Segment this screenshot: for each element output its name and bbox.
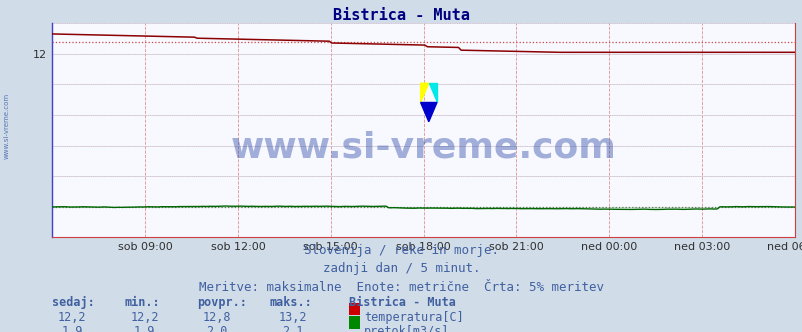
Text: min.:: min.: [124,296,160,309]
Text: 13,2: 13,2 [278,311,307,324]
Text: Bistrica - Muta: Bistrica - Muta [333,8,469,23]
Text: zadnji dan / 5 minut.: zadnji dan / 5 minut. [322,262,480,275]
Polygon shape [420,103,436,122]
Text: 12,2: 12,2 [130,311,159,324]
Text: Slovenija / reke in morje.: Slovenija / reke in morje. [304,244,498,257]
Text: maks.:: maks.: [269,296,311,309]
Text: www.si-vreme.com: www.si-vreme.com [230,130,616,164]
Text: sedaj:: sedaj: [52,296,95,309]
Polygon shape [428,83,436,103]
Text: www.si-vreme.com: www.si-vreme.com [3,93,10,159]
Text: Bistrica - Muta: Bistrica - Muta [349,296,456,309]
Text: 2,1: 2,1 [282,325,303,332]
Text: 1,9: 1,9 [62,325,83,332]
Polygon shape [420,83,428,103]
Text: temperatura[C]: temperatura[C] [363,311,463,324]
Text: 12,8: 12,8 [202,311,231,324]
Text: povpr.:: povpr.: [196,296,246,309]
Text: 2,0: 2,0 [206,325,227,332]
Text: 12,2: 12,2 [58,311,87,324]
Text: pretok[m3/s]: pretok[m3/s] [363,325,448,332]
Text: 1,9: 1,9 [134,325,155,332]
Text: Meritve: maksimalne  Enote: metrične  Črta: 5% meritev: Meritve: maksimalne Enote: metrične Črta… [199,281,603,293]
